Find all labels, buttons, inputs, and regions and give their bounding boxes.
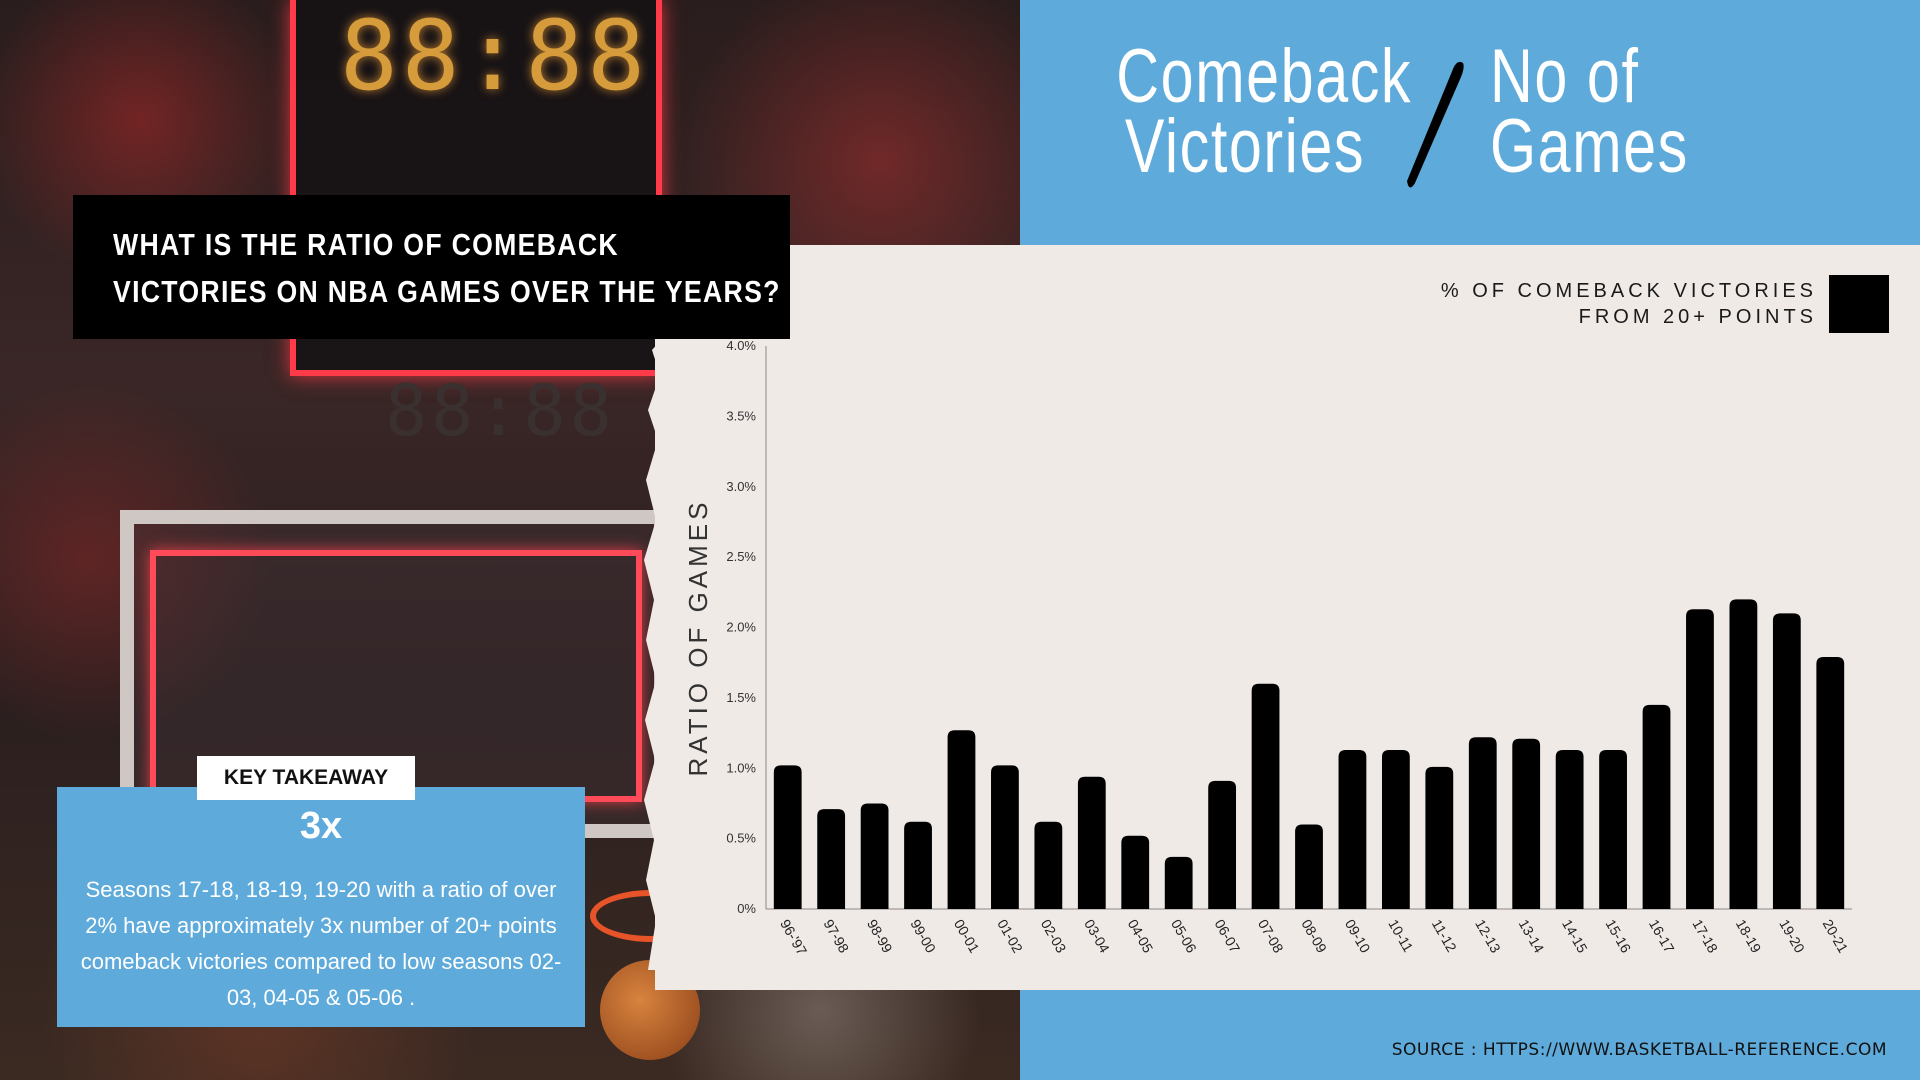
x-tick-label: 05-06	[1168, 917, 1200, 956]
y-tick-label: 1.0%	[726, 760, 756, 775]
x-tick-label: 20-21	[1820, 917, 1852, 956]
x-tick-label: 03-04	[1081, 917, 1113, 956]
x-tick-label: 17-18	[1689, 917, 1721, 956]
bar-16-17	[1642, 704, 1671, 909]
question-line1: WHAT IS THE RATIO OF COMEBACK	[113, 227, 619, 262]
x-tick-label: 07-08	[1255, 917, 1287, 956]
x-tick-label: 96-'97	[777, 917, 810, 959]
bar-20-21	[1816, 657, 1845, 909]
x-tick-label: 00-01	[951, 917, 983, 956]
x-tick-label: 97-98	[821, 917, 853, 956]
bar-98-99	[860, 803, 889, 909]
takeaway-headline: 3x	[299, 805, 343, 847]
bar-18-19	[1729, 599, 1758, 909]
x-tick-label: 15-16	[1602, 917, 1634, 956]
bar-03-04	[1077, 776, 1106, 909]
x-tick-label: 09-10	[1342, 917, 1374, 956]
y-tick-label: 3.5%	[726, 408, 756, 423]
slash-icon	[1407, 61, 1464, 188]
source-note: SOURCE : HTTPS://WWW.BASKETBALL-REFERENC…	[1391, 1040, 1887, 1060]
bar-02-03	[1034, 821, 1063, 909]
x-tick-label: 14-15	[1559, 917, 1591, 956]
legend-swatch	[1829, 275, 1889, 333]
question-box: WHAT IS THE RATIO OF COMEBACK VICTORIES …	[73, 195, 790, 339]
header-panel	[1020, 0, 1920, 245]
x-tick-label: 11-12	[1429, 917, 1460, 955]
bar-13-14	[1512, 738, 1541, 909]
x-tick-label: 12-13	[1472, 917, 1504, 956]
bar-15-16	[1599, 749, 1627, 909]
x-tick-label: 98-99	[864, 917, 896, 956]
y-tick-label: 0%	[737, 901, 756, 916]
x-tick-label: 06-07	[1212, 917, 1244, 956]
title-left-line2: Victories	[1124, 104, 1366, 189]
takeaway-text: Seasons 17-18, 18-19, 19-20 with a ratio…	[80, 877, 562, 1010]
bar-07-08	[1251, 683, 1280, 909]
x-tick-label: 16-17	[1646, 917, 1678, 956]
x-tick-label: 02-03	[1038, 917, 1070, 956]
legend-label-line1: % OF COMEBACK VICTORIES	[1440, 280, 1817, 302]
bar-08-09	[1295, 824, 1323, 909]
bar-10-11	[1381, 749, 1410, 909]
title-right: No of Games	[1490, 34, 1708, 189]
bar-96-'97	[773, 765, 802, 909]
legend-label: % OF COMEBACK VICTORIES FROM 20+ POINTS	[1441, 278, 1817, 330]
footer-panel	[1020, 990, 1920, 1080]
bar-01-02	[991, 765, 1019, 909]
bar-99-00	[904, 821, 932, 909]
x-tick-label: 18-19	[1733, 917, 1765, 956]
bar-12-13	[1468, 737, 1497, 909]
title-left: Comeback Victories	[1116, 34, 1413, 189]
x-tick-label: 99-00	[907, 917, 939, 956]
x-tick-label: 04-05	[1125, 917, 1157, 956]
y-tick-label: 0.5%	[726, 831, 756, 846]
takeaway-tab: KEY TAKEAWAY	[197, 756, 415, 800]
title-right-line2: Games	[1490, 104, 1689, 189]
bar-05-06	[1164, 856, 1193, 909]
y-tick-label: 2.5%	[726, 549, 756, 564]
bar-09-10	[1338, 749, 1367, 909]
bar-17-18	[1686, 609, 1714, 909]
question-line2: VICTORIES ON NBA GAMES OVER THE YEARS?	[113, 274, 781, 309]
bar-04-05	[1121, 835, 1150, 909]
scoreboard-digits-graphic: 88:88	[340, 0, 649, 112]
bar-00-01	[947, 730, 976, 909]
shot-clock-digits-graphic: 88:88	[385, 370, 616, 452]
bar-14-15	[1555, 749, 1584, 909]
legend-label-line2: FROM 20+ POINTS	[1578, 306, 1817, 328]
y-tick-label: 2.0%	[726, 620, 756, 635]
y-tick-label: 4.0%	[726, 338, 756, 353]
x-tick-label: 19-20	[1776, 917, 1808, 956]
y-tick-label: 1.5%	[726, 690, 756, 705]
y-axis-label: RATIO OF GAMES	[683, 499, 713, 777]
title-left-line1: Comeback	[1116, 34, 1413, 119]
bar-19-20	[1772, 613, 1801, 909]
bar-11-12	[1425, 766, 1454, 909]
title-right-line1: No of	[1490, 34, 1640, 119]
y-tick-label: 3.0%	[726, 479, 756, 494]
x-tick-label: 08-09	[1298, 917, 1330, 956]
bar-97-98	[817, 809, 846, 909]
torn-edge-graphic	[644, 330, 670, 970]
bar-06-07	[1208, 780, 1237, 909]
x-tick-label: 10-11	[1385, 917, 1416, 955]
x-tick-label: 13-14	[1516, 917, 1548, 956]
takeaway-box	[57, 787, 585, 1027]
x-tick-label: 01-02	[994, 917, 1026, 956]
